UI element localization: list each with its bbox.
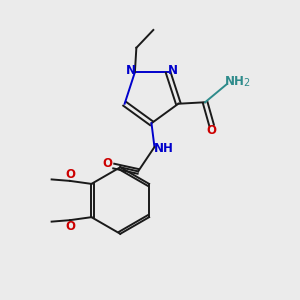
Text: O: O <box>66 169 76 182</box>
Text: O: O <box>207 124 217 137</box>
Text: NH: NH <box>225 75 245 88</box>
Text: N: N <box>125 64 135 77</box>
Text: 2: 2 <box>243 78 250 88</box>
Text: O: O <box>66 220 76 232</box>
Text: O: O <box>102 157 112 169</box>
Text: N: N <box>167 64 178 76</box>
Text: NH: NH <box>153 142 173 155</box>
